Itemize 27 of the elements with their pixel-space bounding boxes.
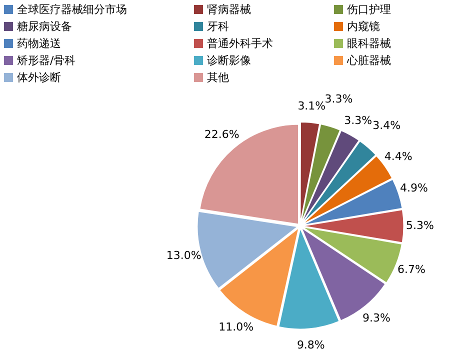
legend-label: 伤口护理 [347, 2, 391, 17]
legend-label: 体外诊断 [17, 70, 61, 85]
data-label: 11.0% [218, 320, 254, 334]
legend-label: 其他 [207, 70, 229, 85]
data-label: 3.4% [372, 119, 401, 132]
legend-label: 肾病器械 [207, 2, 251, 17]
legend-label: 药物递送 [17, 36, 61, 51]
data-label: 5.3% [406, 219, 434, 232]
data-label: 3.3% [324, 92, 353, 106]
legend-label: 普通外科手术 [207, 36, 273, 51]
legend-label: 全球医疗器械细分市场 [17, 2, 127, 17]
data-label: 13.0% [166, 249, 202, 262]
legend-label: 心脏器械 [347, 53, 391, 68]
data-label: 22.6% [204, 128, 240, 141]
legend-label: 内窥镜 [347, 19, 380, 34]
legend-label: 眼科器械 [347, 36, 391, 51]
legend-label: 矫形器/骨科 [17, 53, 76, 68]
data-label: 3.1% [298, 99, 326, 112]
legend-label: 糖尿病设备 [17, 19, 72, 34]
data-label: 9.8% [296, 338, 325, 352]
data-label: 3.3% [344, 114, 372, 127]
legend-label: 诊断影像 [207, 53, 251, 68]
data-label: 4.4% [384, 150, 412, 164]
data-label: 9.3% [362, 311, 390, 324]
data-label: 4.9% [400, 181, 428, 194]
legend-label: 牙科 [207, 19, 229, 34]
data-label: 6.7% [398, 263, 426, 276]
